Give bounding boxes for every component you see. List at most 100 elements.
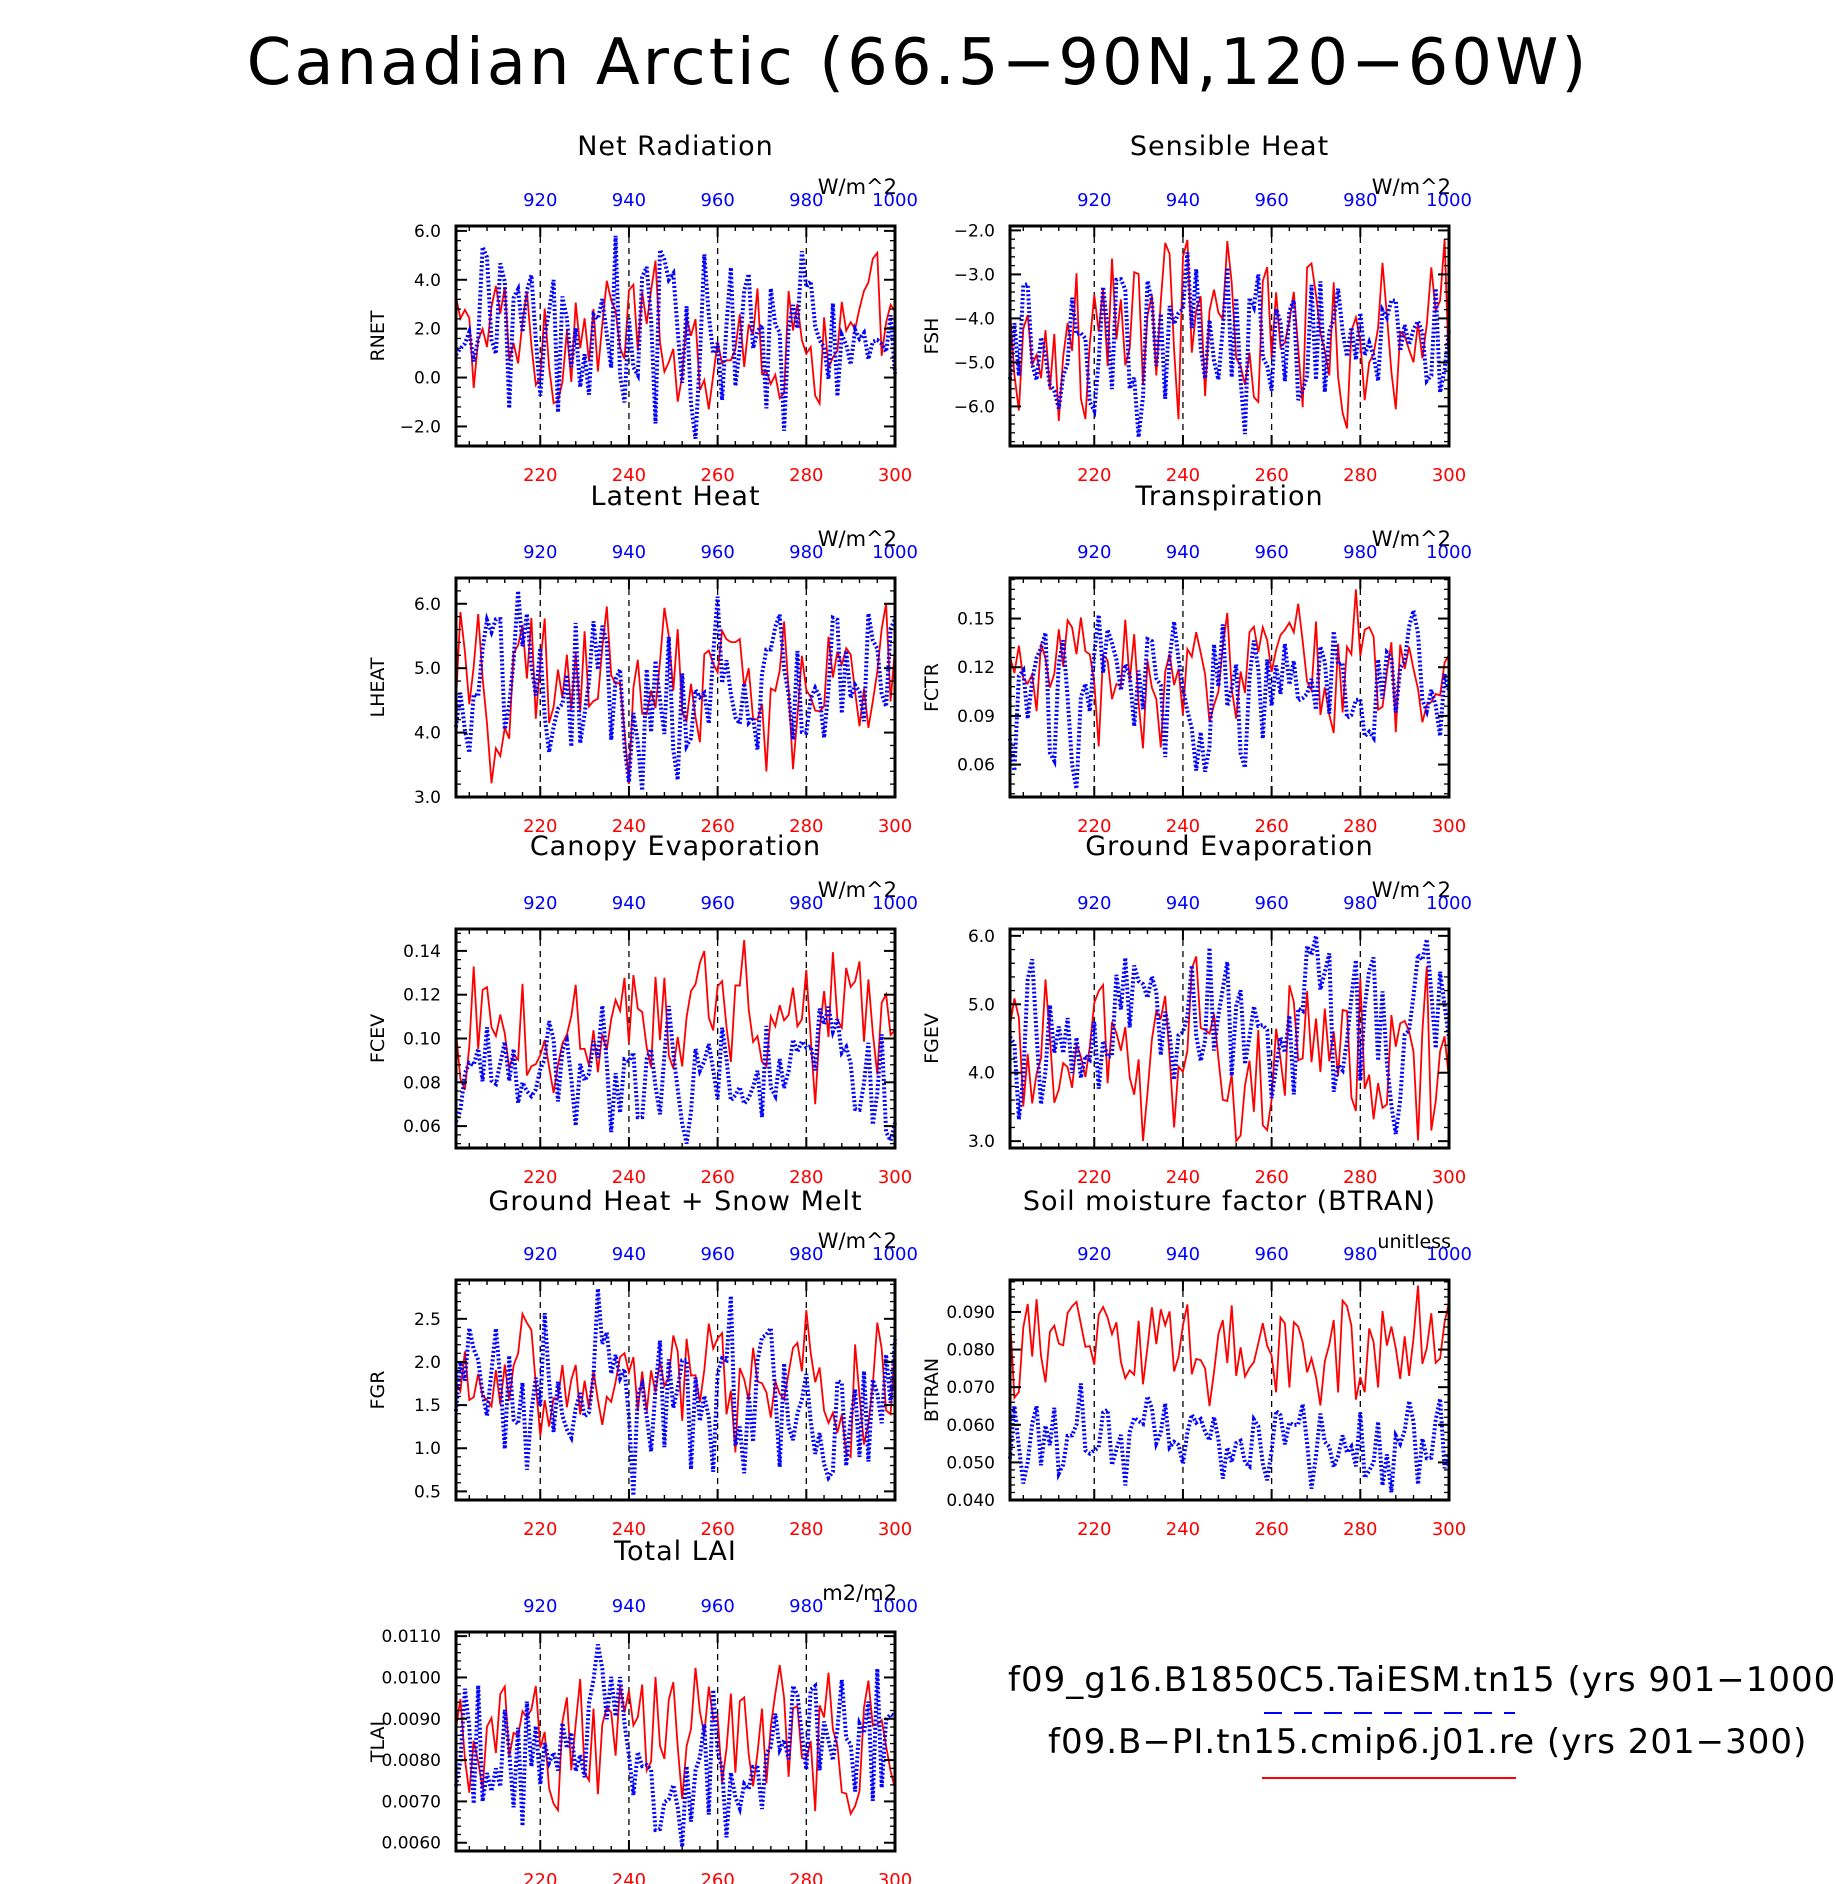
y-axis-label: FGR — [367, 1371, 389, 1410]
x-tick-label-bottom: 240 — [612, 816, 646, 837]
series-red-line — [1009, 239, 1450, 429]
y-tick-label: 4.0 — [414, 724, 441, 744]
panel-title: Total LAI — [613, 1536, 737, 1567]
series-blue-line — [454, 590, 897, 791]
y-tick-label: −5.0 — [954, 353, 995, 373]
y-tick-label: 0.5 — [414, 1482, 441, 1502]
y-tick-label: 2.0 — [414, 320, 441, 340]
y-tick-label: 0.06 — [403, 1117, 441, 1137]
x-tick-label-top: 960 — [1254, 893, 1288, 914]
x-tick-label-bottom: 220 — [523, 1519, 557, 1540]
series-blue-line — [1008, 935, 1451, 1135]
y-axis-label: FGEV — [921, 1013, 943, 1064]
panel-title: Sensible Heat — [1130, 131, 1329, 162]
x-tick-label-bottom: 240 — [612, 465, 646, 486]
y-tick-label: −3.0 — [954, 265, 995, 285]
y-tick-label: 0.040 — [946, 1491, 995, 1511]
x-tick-label-bottom: 220 — [1077, 1167, 1111, 1188]
y-tick-label: 0.15 — [957, 610, 995, 630]
y-axis-label: FSH — [921, 318, 943, 355]
panel-btran: Soil moisture factor (BTRAN) unitless 220 2… — [921, 1186, 1472, 1540]
y-tick-label: 0.080 — [946, 1341, 995, 1361]
panel-title: Transpiration — [1134, 481, 1323, 512]
panel-units: unitless — [1377, 1231, 1451, 1253]
x-tick-label-top: 1000 — [872, 190, 918, 211]
x-tick-label-top: 980 — [1343, 1244, 1377, 1265]
series-red-line — [455, 250, 896, 410]
plot-frame — [454, 1630, 897, 1853]
x-tick-label-top: 1000 — [872, 1244, 918, 1265]
x-tick-label-top: 960 — [1254, 190, 1288, 211]
panel-units: m2/m2 — [822, 1581, 897, 1605]
y-tick-label: 0.08 — [403, 1073, 441, 1093]
panel-tlai: Total LAI m2/m2 220 240 260 280 300 920 940 960 98… — [367, 1536, 918, 1884]
plot-frame — [454, 927, 897, 1150]
panel-fcev: Canopy Evaporation W/m^2 220 240 260 280 300 92… — [367, 831, 918, 1188]
legend-entry-taiesm: f09_g16.B1850C5.TaiESM.tn15 (yrs 901−100… — [1008, 1660, 1836, 1700]
x-tick-label-bottom: 220 — [523, 1870, 557, 1884]
x-tick-label-top: 1000 — [1426, 1244, 1472, 1265]
x-tick-label-bottom: 220 — [1077, 465, 1111, 486]
figure-title: Canadian Arctic (66.5−90N,120−60W) — [246, 26, 1590, 100]
x-tick-label-top: 940 — [1166, 1244, 1200, 1265]
x-tick-label-top: 940 — [1166, 893, 1200, 914]
x-tick-label-bottom: 260 — [1254, 1519, 1288, 1540]
x-tick-label-bottom: 260 — [700, 1870, 734, 1884]
panel-units: W/m^2 — [818, 1229, 897, 1253]
panel-title: Ground Evaporation — [1085, 831, 1374, 862]
y-tick-label: 0.10 — [403, 1030, 441, 1050]
x-tick-label-top: 940 — [1166, 542, 1200, 563]
y-tick-label: 0.0110 — [382, 1627, 441, 1647]
series-red-line — [455, 939, 896, 1105]
series-blue-line — [454, 235, 897, 439]
x-tick-label-top: 940 — [612, 1596, 646, 1617]
y-tick-label: 0.060 — [946, 1416, 995, 1436]
y-tick-label: 4.0 — [968, 1064, 995, 1084]
y-axis-label: RNET — [367, 310, 389, 361]
x-tick-label-top: 960 — [700, 893, 734, 914]
y-tick-label: 1.5 — [414, 1396, 441, 1416]
y-tick-label: 1.0 — [414, 1439, 441, 1459]
x-tick-label-bottom: 280 — [1343, 465, 1377, 486]
y-tick-label: 6.0 — [414, 595, 441, 615]
panel-units: W/m^2 — [818, 878, 897, 902]
panel-units: W/m^2 — [818, 175, 897, 199]
x-tick-label-bottom: 240 — [1166, 465, 1200, 486]
x-tick-label-bottom: 300 — [878, 816, 912, 837]
x-tick-label-top: 980 — [789, 893, 823, 914]
x-tick-label-top: 980 — [789, 190, 823, 211]
y-tick-label: −2.0 — [954, 221, 995, 241]
panel-units: W/m^2 — [1372, 175, 1451, 199]
y-tick-label: 0.0090 — [382, 1710, 441, 1730]
x-tick-label-bottom: 260 — [1254, 816, 1288, 837]
y-tick-label: 4.0 — [414, 271, 441, 291]
x-tick-label-bottom: 300 — [1432, 1167, 1466, 1188]
series-red-line — [1009, 1285, 1450, 1407]
x-tick-label-bottom: 240 — [1166, 816, 1200, 837]
y-tick-label: 6.0 — [968, 927, 995, 947]
y-tick-label: 0.12 — [957, 658, 995, 678]
plot-frame — [1008, 927, 1451, 1150]
y-tick-label: −6.0 — [954, 397, 995, 417]
y-tick-label: 0.070 — [946, 1378, 995, 1398]
x-tick-label-bottom: 220 — [523, 816, 557, 837]
panel-title: Ground Heat + Snow Melt — [488, 1186, 862, 1217]
x-tick-label-top: 920 — [523, 190, 557, 211]
x-tick-label-top: 920 — [1077, 893, 1111, 914]
plot-frame — [1008, 1278, 1451, 1502]
y-tick-label: 0.0070 — [382, 1792, 441, 1812]
y-tick-label: 0.06 — [957, 756, 995, 776]
y-axis-label: BTRAN — [921, 1358, 943, 1422]
panel-fgr: Ground Heat + Snow Melt W/m^2 220 240 260 280… — [367, 1186, 918, 1540]
y-tick-label: 0.0080 — [382, 1751, 441, 1771]
series-blue-line — [454, 1005, 897, 1147]
y-tick-label: 2.5 — [414, 1310, 441, 1330]
x-tick-label-top: 1000 — [1426, 190, 1472, 211]
x-tick-label-bottom: 260 — [1254, 1167, 1288, 1188]
y-tick-label: 0.14 — [403, 942, 441, 962]
y-tick-label: 0.090 — [946, 1303, 995, 1323]
x-tick-label-bottom: 300 — [878, 1167, 912, 1188]
x-tick-label-top: 1000 — [872, 1596, 918, 1617]
